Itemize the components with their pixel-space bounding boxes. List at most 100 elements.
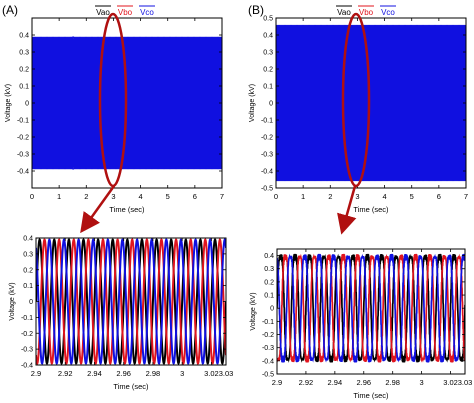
series-noise-bottom — [276, 178, 466, 182]
series-line-vbo — [36, 238, 226, 365]
x-tick-label: 2.9 — [31, 369, 41, 378]
x-tick-label: 2.9 — [272, 378, 282, 387]
zoom-arrow-a — [80, 185, 116, 234]
legend-label-vao: Vao — [96, 8, 110, 17]
plot-area — [276, 24, 466, 182]
y-tick-label: 0.1 — [23, 283, 33, 290]
x-tick-label: 2.94 — [87, 369, 102, 378]
y-tick-label: 0 — [25, 101, 29, 108]
y-tick-label: -0.3 — [17, 152, 29, 159]
legend-label-vao: Vao — [337, 8, 351, 17]
x-tick-label: 3 — [111, 192, 115, 201]
y-tick-label: 0.1 — [263, 84, 273, 91]
x-tick-label: 1 — [301, 192, 305, 201]
y-tick-label: -0.2 — [262, 332, 274, 339]
x-tick-label: 3 — [180, 369, 184, 378]
panel-letter-b: (B) — [248, 3, 264, 17]
legend-label-vbo: Vbo — [118, 8, 133, 17]
y-tick-label: -0.1 — [262, 319, 274, 326]
legend-label-vco: Vco — [381, 8, 395, 17]
zoom-arrow-b — [337, 185, 357, 235]
series-noise-bottom — [32, 166, 222, 170]
x-axis-label: Time (sec) — [353, 205, 389, 214]
series-noise-top — [32, 36, 222, 40]
y-tick-label: 0 — [29, 299, 33, 306]
series-line-vbo — [277, 253, 465, 363]
x-tick-label: 2 — [328, 192, 332, 201]
plot-area — [36, 238, 226, 365]
y-tick-label: -0.4 — [262, 358, 274, 365]
x-tick-label: 4 — [382, 192, 386, 201]
x-axis-label: Time (sec) — [353, 391, 389, 400]
x-tick-label: 2 — [84, 192, 88, 201]
y-axis-label: Voltage (kV) — [5, 84, 12, 122]
y-tick-label: -0.5 — [262, 372, 274, 379]
x-tick-label: 5 — [410, 192, 414, 201]
y-tick-label: -0.3 — [21, 347, 33, 354]
x-tick-label: 3.02 — [204, 369, 219, 378]
y-tick-label: 0.3 — [263, 50, 273, 57]
y-tick-label: 0.3 — [264, 266, 274, 273]
zoom-highlight-ellipse-b — [341, 12, 371, 188]
y-tick-label: -0.4 — [261, 169, 273, 176]
y-tick-label: -0.3 — [262, 345, 274, 352]
x-tick-label: 2.96 — [356, 378, 371, 387]
x-tick-label: 4 — [138, 192, 142, 201]
y-axis-label: Voltage (kV) — [250, 292, 257, 330]
x-tick-label: 2.96 — [116, 369, 131, 378]
x-tick-label: 5 — [166, 192, 170, 201]
y-tick-label: 0.5 — [263, 16, 273, 23]
y-tick-label: -0.1 — [261, 118, 273, 125]
x-axis-label: Time (sec) — [113, 382, 149, 391]
x-tick-label: 0 — [30, 192, 34, 201]
x-tick-label: 2.94 — [328, 378, 343, 387]
x-tick-label: 2.98 — [146, 369, 161, 378]
plot-area — [277, 253, 465, 363]
y-tick-label: 0.1 — [19, 84, 29, 91]
y-tick-label: 0.2 — [19, 67, 29, 74]
legend-label-vco: Vco — [140, 8, 154, 17]
y-tick-label: -0.2 — [261, 135, 273, 142]
axes-frame — [276, 248, 466, 375]
x-tick-label: 2.92 — [58, 369, 73, 378]
y-tick-label: 0 — [270, 306, 274, 313]
series-band-vco — [276, 26, 466, 180]
y-tick-label: 0.4 — [23, 236, 33, 243]
x-tick-label: 1 — [57, 192, 61, 201]
x-tick-label: 0 — [274, 192, 278, 201]
y-tick-label: 0.2 — [263, 67, 273, 74]
chart-b-zoom: -0.5 -0.4 -0.3 -0.2 -0.1 0 0.1 0.2 0.3 0.4 2.9 2.92… — [250, 248, 473, 400]
y-tick-label: -0.1 — [17, 118, 29, 125]
y-tick-label: 0.2 — [23, 267, 33, 274]
y-tick-label: -0.2 — [17, 135, 29, 142]
y-tick-label: -0.2 — [21, 331, 33, 338]
x-tick-label: 7 — [220, 192, 224, 201]
series-noise-top — [276, 24, 466, 28]
x-tick-label: 6 — [437, 192, 441, 201]
legend-b: Vao Vbo Vco — [336, 5, 396, 17]
y-tick-label: -0.1 — [21, 315, 33, 322]
y-axis-label: Voltage (kV) — [9, 282, 16, 320]
y-tick-label: 0.3 — [19, 50, 29, 57]
legend-label-vbo: Vbo — [359, 8, 374, 17]
y-tick-label: -0.5 — [261, 186, 273, 193]
panel-letter-a: (A) — [2, 3, 18, 17]
x-tick-label-end: 3.03 — [458, 378, 473, 387]
x-tick-label: 3 — [420, 378, 424, 387]
x-tick-label: 2.92 — [299, 378, 314, 387]
series-line-vco — [36, 238, 226, 365]
series-line-vco — [277, 253, 465, 363]
series-line-vao — [277, 253, 465, 363]
chart-a-zoom: -0.4 -0.3 -0.2 -0.1 0 0.1 0.2 0.3 0.4 2.9 2.92 2.94… — [9, 236, 233, 392]
legend-a: Vao Vbo Vco — [95, 5, 155, 17]
chart-b-top: -0.5 -0.4 -0.3 -0.2 -0.1 0 0.1 0.2 0.3 0.4 0.5 0 1 2 3… — [249, 16, 468, 215]
y-tick-label: 0.4 — [263, 33, 273, 40]
x-tick-label-end: 3.03 — [219, 369, 234, 378]
y-tick-label: -0.3 — [261, 152, 273, 159]
x-tick-label: 3.02 — [443, 378, 458, 387]
y-tick-label: 0 — [269, 101, 273, 108]
y-axis-label: Voltage (kV) — [249, 84, 256, 122]
x-tick-label: 6 — [193, 192, 197, 201]
y-tick-label: -0.4 — [17, 169, 29, 176]
